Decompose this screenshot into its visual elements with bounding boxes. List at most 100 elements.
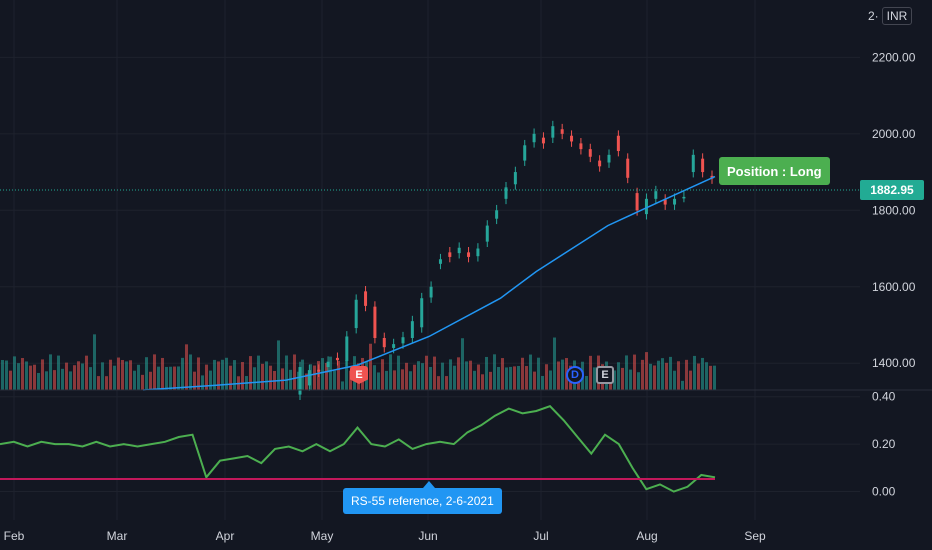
volume-bar xyxy=(121,359,124,390)
indicator-axis[interactable]: 0.40 0.20 0.00 xyxy=(872,390,896,499)
volume-bar xyxy=(85,355,88,390)
volume-bar xyxy=(529,354,532,390)
candle-body xyxy=(532,133,536,143)
volume-bar xyxy=(153,354,156,390)
volume-bar xyxy=(625,355,628,390)
volume-bar xyxy=(505,367,508,390)
candle-body xyxy=(523,145,527,161)
earnings-marker-2[interactable]: E xyxy=(596,366,614,384)
volume-bar xyxy=(709,365,712,390)
candle-body xyxy=(626,158,630,178)
volume-bar xyxy=(33,364,36,390)
position-label[interactable]: Position : Long xyxy=(719,157,830,185)
volume-bar xyxy=(265,361,268,390)
candle-body xyxy=(663,199,667,205)
volume-bar xyxy=(9,370,12,390)
volume-bar xyxy=(321,358,324,390)
candle-body xyxy=(701,158,705,173)
volume-bar xyxy=(241,362,244,390)
volume-bar xyxy=(165,366,168,390)
price-tick-label: 1600.00 xyxy=(872,280,916,294)
price-tick-label: 1400.00 xyxy=(872,356,916,370)
volume-bar xyxy=(349,370,352,390)
price-axis[interactable]: 2200.00 2000.00 1800.00 1600.00 1400.00 xyxy=(872,50,916,370)
candle-body xyxy=(335,357,339,361)
candle-body xyxy=(373,306,377,338)
volume-bar xyxy=(373,365,376,390)
volume-bar xyxy=(229,365,232,390)
volume-bar xyxy=(57,355,60,390)
volume-bar xyxy=(493,354,496,390)
volume-bar xyxy=(313,365,316,390)
volume-bar xyxy=(193,371,196,390)
volume-bar xyxy=(713,365,716,390)
volume-bar xyxy=(93,334,96,390)
volume-bar xyxy=(277,340,280,390)
volume-bar xyxy=(517,365,520,390)
volume-bar xyxy=(389,354,392,390)
indicator-tick-label: 0.20 xyxy=(872,437,896,451)
volume-bar xyxy=(61,368,64,390)
volume-bar xyxy=(113,365,116,390)
candle-body xyxy=(607,154,611,163)
volume-bar xyxy=(629,369,632,390)
volume-bar xyxy=(49,354,52,390)
volume-bar xyxy=(589,355,592,390)
candle-body xyxy=(326,361,330,368)
candle-body xyxy=(364,291,368,306)
earnings-marker-1[interactable]: E xyxy=(350,366,368,384)
volume-bar xyxy=(701,357,704,390)
volume-bar xyxy=(173,366,176,390)
volume-bar xyxy=(45,371,48,390)
volume-bar xyxy=(385,370,388,390)
volume-bar xyxy=(489,371,492,390)
volume-bar xyxy=(705,362,708,390)
candle-body xyxy=(307,370,311,386)
volume-bar xyxy=(1,360,4,390)
volume-bar xyxy=(141,374,144,390)
volume-bar xyxy=(17,363,20,390)
candle-body xyxy=(495,210,499,219)
volume-bar xyxy=(541,375,544,390)
candle-body xyxy=(410,321,414,338)
volume-bar xyxy=(485,356,488,390)
volume-bar xyxy=(693,355,696,390)
candle-body xyxy=(560,129,564,134)
volume-bar xyxy=(221,359,224,390)
currency-badge[interactable]: INR xyxy=(881,7,913,25)
volume-bar xyxy=(521,357,524,390)
rs-reference-tooltip: RS-55 reference, 2-6-2021 xyxy=(343,488,502,514)
volume-bar xyxy=(545,364,548,390)
candle-body xyxy=(345,336,349,361)
volume-bar xyxy=(537,357,540,390)
time-axis[interactable]: Feb Mar Apr May Jun Jul Aug Sep xyxy=(4,529,766,543)
volume-bar xyxy=(649,363,652,390)
volume-bar xyxy=(337,360,340,390)
earnings-marker-2-label: E xyxy=(601,369,609,381)
volume-bar xyxy=(417,361,420,390)
candle-body xyxy=(616,135,620,152)
volume-bar xyxy=(449,359,452,390)
indicator-tick-label: 0.40 xyxy=(872,390,896,404)
volume-bar xyxy=(397,355,400,390)
volume-bar xyxy=(281,368,284,390)
candle-body xyxy=(401,337,405,344)
volume-bar xyxy=(53,370,56,390)
volume-bar xyxy=(645,352,648,390)
volume-bar xyxy=(257,355,260,390)
volume-bar xyxy=(477,364,480,390)
volume-bar xyxy=(561,359,564,390)
volume-bar xyxy=(329,356,332,390)
currency-selector[interactable]: 2· INR xyxy=(868,6,913,26)
volume-bar xyxy=(461,338,464,390)
volume-bar xyxy=(185,344,188,390)
volume-bar xyxy=(333,370,336,390)
dividend-marker[interactable]: D xyxy=(566,366,584,384)
candle-body xyxy=(382,338,386,348)
volume-bar xyxy=(37,372,40,390)
volume-bar xyxy=(553,337,556,390)
time-tick-label: Mar xyxy=(107,529,128,543)
volume-bar xyxy=(497,366,500,390)
volume-bar xyxy=(401,369,404,390)
